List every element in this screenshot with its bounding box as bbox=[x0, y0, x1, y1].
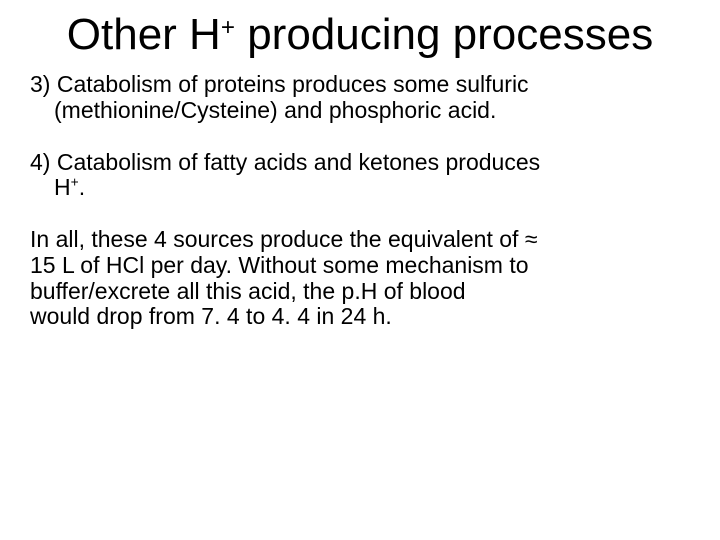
slide: Other H+ producing processes 3) Cataboli… bbox=[0, 0, 720, 540]
point-4-line-1: 4) Catabolism of fatty acids and ketones… bbox=[30, 149, 540, 175]
point-3: 3) Catabolism of proteins produces some … bbox=[30, 72, 690, 124]
summary-line-1: In all, these 4 sources produce the equi… bbox=[30, 226, 537, 252]
slide-title: Other H+ producing processes bbox=[30, 12, 690, 58]
point-4-line-2: H+. bbox=[30, 175, 690, 201]
summary-line-2: 15 L of HCl per day. Without some mechan… bbox=[30, 252, 529, 278]
point-4: 4) Catabolism of fatty acids and ketones… bbox=[30, 150, 690, 202]
title-superscript: + bbox=[221, 14, 235, 41]
point-3-line-1: 3) Catabolism of proteins produces some … bbox=[30, 71, 529, 97]
summary-line-3: buffer/excrete all this acid, the p.H of… bbox=[30, 278, 466, 304]
summary-paragraph: In all, these 4 sources produce the equi… bbox=[30, 227, 690, 330]
point-3-line-2: (methionine/Cysteine) and phosphoric aci… bbox=[30, 98, 690, 124]
title-post: producing processes bbox=[235, 10, 653, 59]
title-pre: Other H bbox=[67, 10, 221, 59]
summary-line-4: would drop from 7. 4 to 4. 4 in 24 h. bbox=[30, 303, 392, 329]
